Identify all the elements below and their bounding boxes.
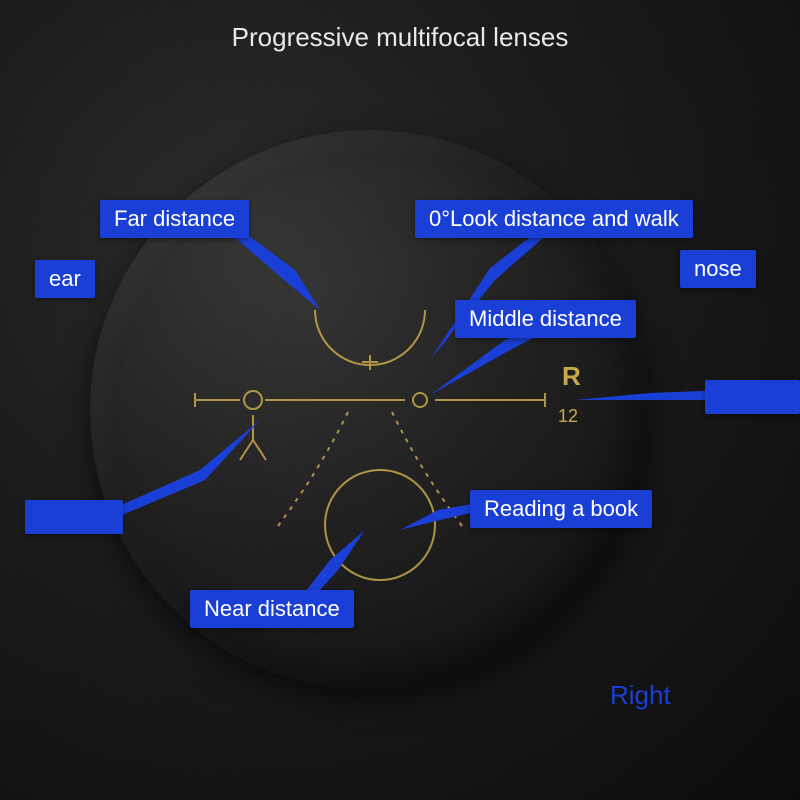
label-nose: nose xyxy=(680,250,756,288)
label-middle-distance: Middle distance xyxy=(455,300,636,338)
page-title: Progressive multifocal lenses xyxy=(232,22,569,53)
label-ear: ear xyxy=(35,260,95,298)
label-empty-right xyxy=(705,380,800,414)
label-near-distance: Near distance xyxy=(190,590,354,628)
label-far-distance: Far distance xyxy=(100,200,249,238)
label-reading: Reading a book xyxy=(470,490,652,528)
label-look-distance: 0°Look distance and walk xyxy=(415,200,693,238)
label-empty-left xyxy=(25,500,123,534)
text-right: Right xyxy=(610,680,671,711)
